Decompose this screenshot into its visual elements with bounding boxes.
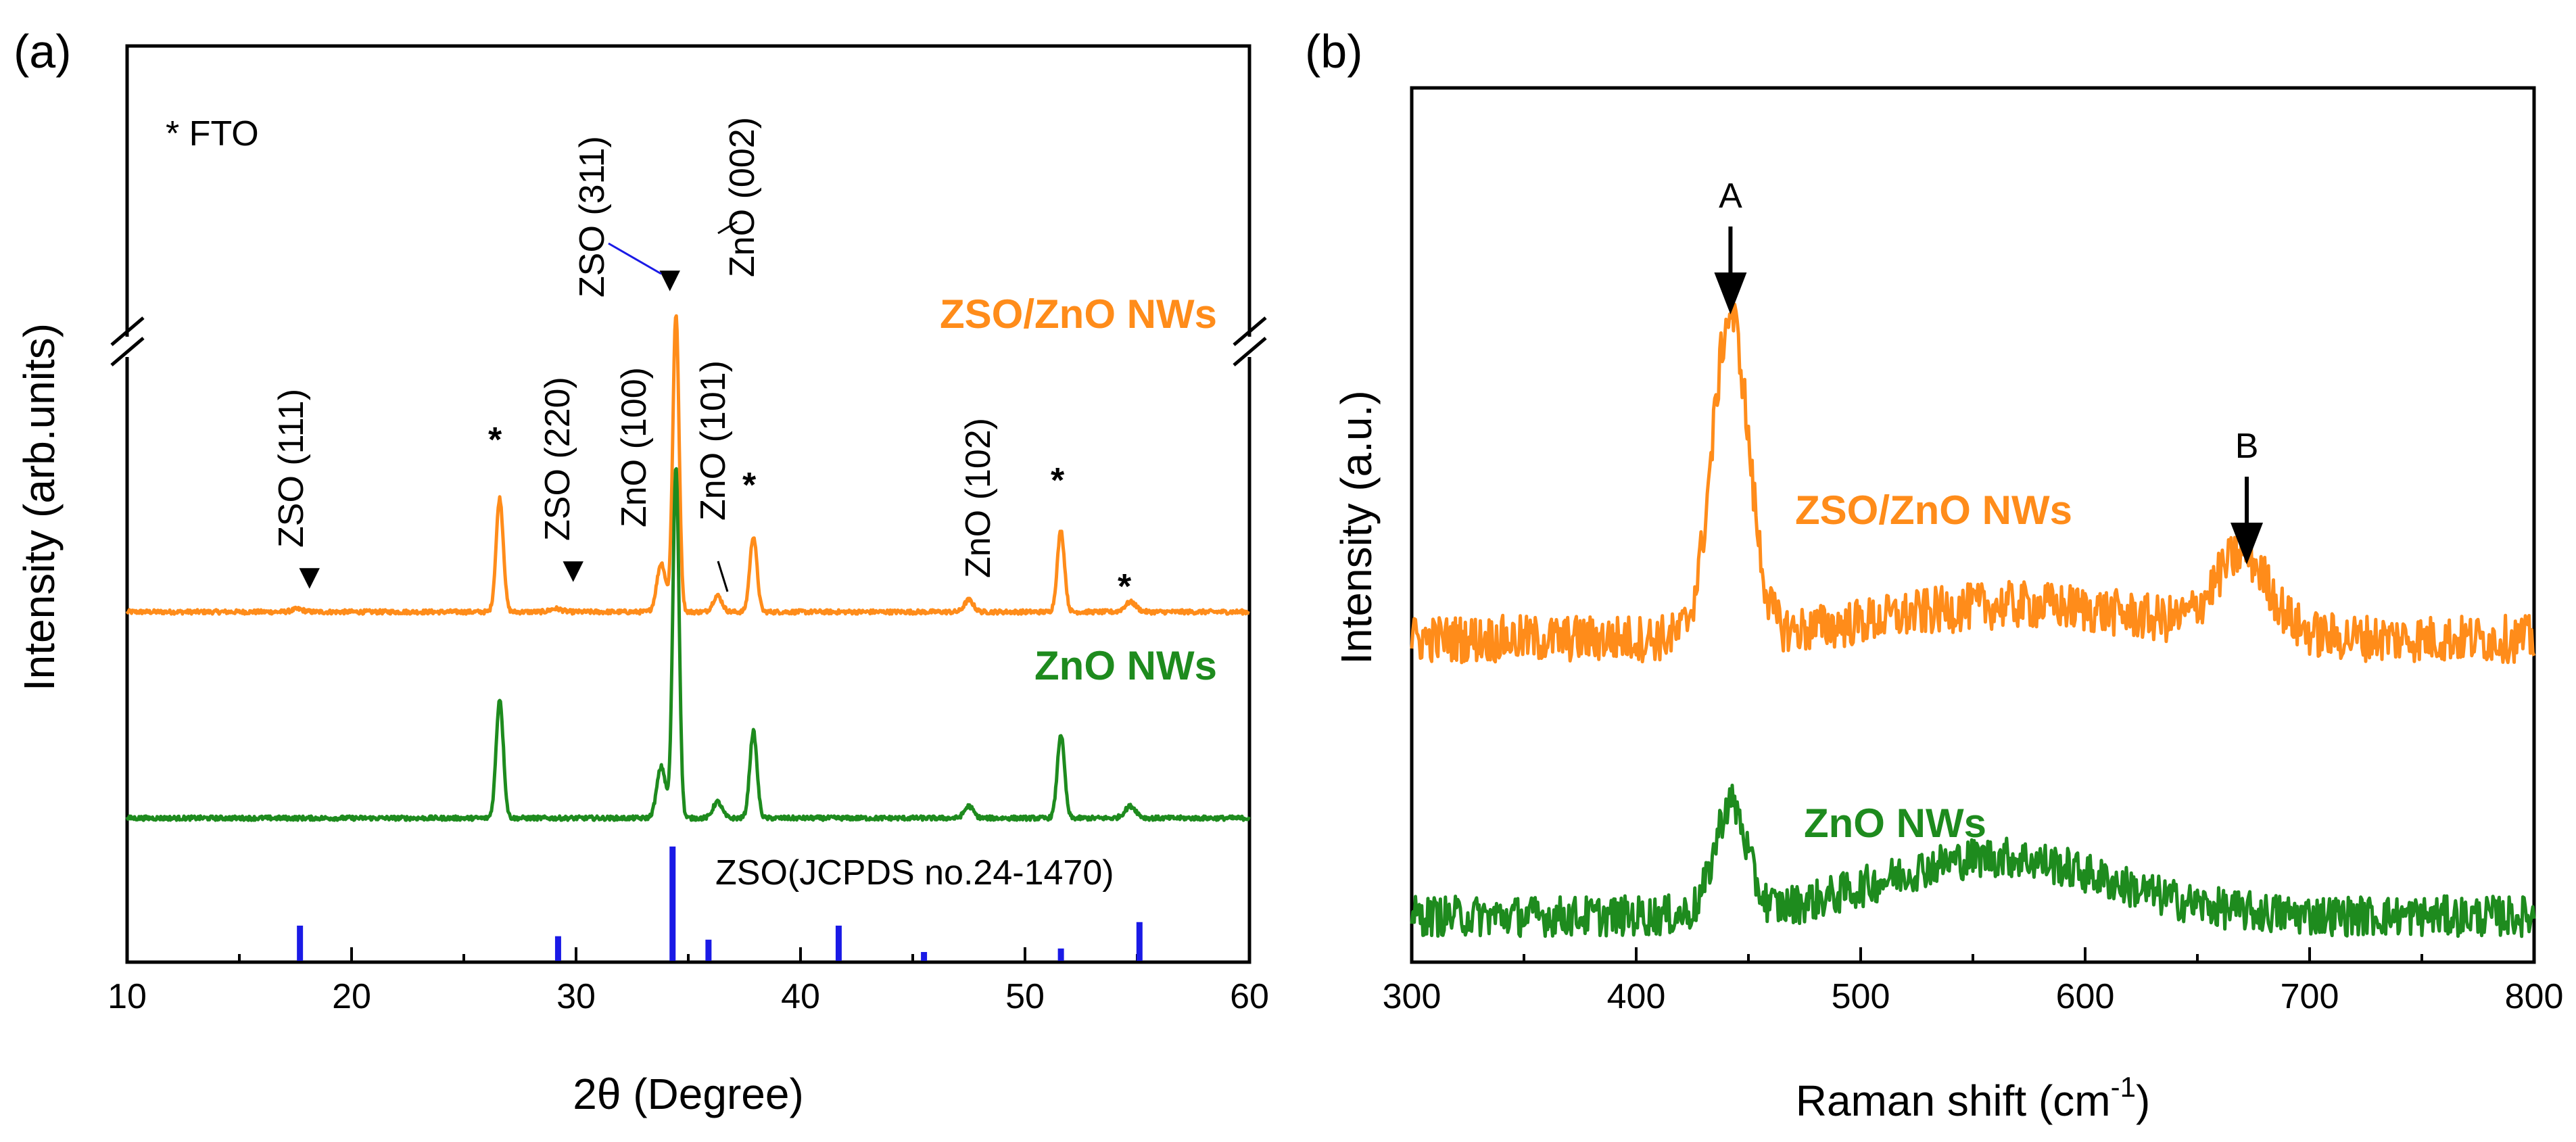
- panel-b-x-axis-title-main: Raman shift (cm: [1796, 1076, 2111, 1125]
- ann-zno-102: ZnO (102): [959, 418, 998, 578]
- ann-zno-101-leader: [717, 561, 729, 592]
- panel-b-x-axis-title-sup: -1: [2111, 1071, 2136, 1103]
- a-label-zso-zno: ZSO/ZnO NWs: [940, 291, 1217, 337]
- b-label-zno: ZnO NWs: [1804, 801, 1986, 846]
- b-x-tick-label-3: 600: [2056, 977, 2115, 1016]
- b-trace-zso-zno: [1410, 299, 2536, 665]
- a-x-tick-label-1: 20: [332, 977, 371, 1016]
- b-x-tick-label-4: 700: [2281, 977, 2339, 1016]
- ann-fto-star-3: *: [1051, 461, 1065, 500]
- ann-zso-311: ZSO (311): [573, 136, 612, 298]
- panel-b: (b) 300 400 500 600 700 800 Raman shift (cm-1…: [1305, 25, 2563, 1125]
- b-x-tick-label-5: 800: [2505, 977, 2564, 1016]
- ann-zso-111: ZSO (111): [272, 389, 311, 548]
- b-label-zso-zno: ZSO/ZnO NWs: [1795, 487, 2072, 533]
- panel-a-reference-lines: [297, 847, 1143, 961]
- ann-zno-101: ZnO (101): [694, 360, 733, 521]
- axis-break-left: [108, 316, 146, 366]
- ann-zso-311-marker: ▼: [652, 260, 687, 299]
- ann-zno-002-leader: [717, 220, 738, 235]
- b-marker-arrow-head-0: [1714, 272, 1747, 314]
- panel-b-x-axis-title: Raman shift (cm-1): [1796, 1071, 2151, 1125]
- a-x-tick-label-0: 10: [108, 977, 147, 1016]
- b-marker-label-b: B: [2235, 427, 2259, 466]
- ann-zso-111-marker: ▼: [292, 557, 327, 596]
- a-x-tick-label-2: 30: [556, 977, 596, 1016]
- b-marker-arrow-head-1: [2231, 523, 2264, 565]
- b-x-tick-label-2: 500: [1832, 977, 1890, 1016]
- axis-break-right: [1231, 316, 1268, 366]
- panel-a-x-axis-title: 2θ (Degree): [573, 1070, 804, 1118]
- panel-b-x-ticks: 300 400 500 600 700 800: [1383, 947, 2564, 1016]
- a-x-tick-label-5: 60: [1230, 977, 1269, 1016]
- ann-fto-star-2: *: [742, 466, 757, 505]
- b-marker-label-a: A: [1719, 176, 1742, 216]
- a-label-jcpds: ZSO(JCPDS no.24-1470): [715, 853, 1114, 893]
- panel-a-traces: [125, 314, 1251, 822]
- ann-fto-star-1: *: [488, 421, 502, 460]
- a-trace-zno: [125, 467, 1251, 822]
- a-x-tick-label-4: 50: [1005, 977, 1045, 1016]
- panel-b-x-axis-title-close: ): [2136, 1076, 2150, 1125]
- fto-legend-note: * FTO: [166, 114, 259, 153]
- a-trace-zso-zno: [125, 314, 1251, 616]
- a-x-tick-label-3: 40: [781, 977, 820, 1016]
- panel-a-y-axis-title: Intensity (arb.units): [15, 323, 64, 691]
- b-trace-zno: [1410, 784, 2536, 938]
- ann-zno-100: ZnO (100): [615, 367, 654, 527]
- panel-a-label: (a): [14, 25, 72, 78]
- b-x-tick-label-0: 300: [1383, 977, 1441, 1016]
- ann-zso-220: ZSO (220): [538, 377, 577, 541]
- panel-b-traces: [1410, 299, 2536, 938]
- panel-b-y-axis-title: Intensity (a.u.): [1332, 390, 1381, 665]
- panel-a: (a) 10 20 30 40 50 60 2θ (Degree) Intensity (…: [14, 25, 1269, 1118]
- panel-b-peak-markers: AB: [1714, 176, 2264, 565]
- ann-fto-star-4: *: [1118, 567, 1132, 606]
- ann-zso-220-marker: ▼: [556, 550, 590, 590]
- panel-b-label: (b): [1305, 25, 1363, 78]
- ann-zno-002: ZnO (002): [723, 117, 762, 277]
- panel-a-x-ticks: 10 20 30 40 50 60: [108, 947, 1269, 1016]
- a-label-zno: ZnO NWs: [1034, 643, 1217, 688]
- ann-zso-311-leader: [608, 242, 662, 275]
- b-x-tick-label-1: 400: [1607, 977, 1666, 1016]
